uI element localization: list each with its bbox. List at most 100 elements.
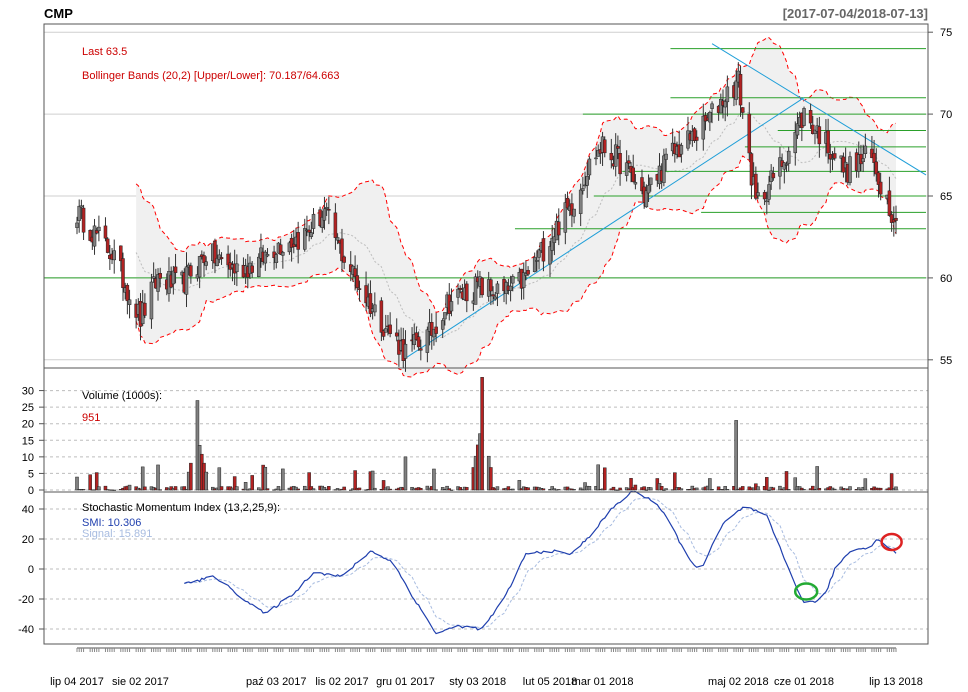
candle-body (603, 139, 607, 154)
volume-bar (811, 485, 815, 491)
price-panel: Last 63.5 Bollinger Bands (20,2) [Upper/… (43, 23, 952, 378)
volume-tick-label: 5 (28, 468, 34, 480)
volume-bar (465, 487, 469, 491)
candle-body (394, 332, 399, 337)
date-tick-label: lut 05 2018 (523, 676, 577, 688)
volume-bar (664, 488, 668, 491)
volume-bar (158, 489, 162, 491)
price-tick-label: 75 (940, 27, 952, 39)
candle-body (77, 205, 81, 221)
candle-body (158, 273, 162, 279)
signal-value-label: Signal: 15.891 (82, 528, 152, 540)
candle-body (692, 128, 697, 141)
volume-tick-label: 10 (22, 452, 34, 464)
trend-line (711, 43, 927, 176)
volume-bar (572, 489, 576, 491)
candle-body (633, 182, 638, 185)
volume-bar (294, 486, 298, 491)
candle-body (320, 217, 325, 228)
candle-body (802, 108, 806, 126)
volume-tick-label: 30 (22, 386, 34, 398)
candle-body (795, 123, 800, 136)
candle-body (307, 229, 311, 233)
volume-bar (495, 486, 500, 491)
volume-bar (449, 489, 454, 491)
candle-body (826, 130, 830, 154)
candle-body (342, 256, 346, 263)
volume-bar (832, 488, 837, 491)
candle-body (381, 330, 386, 337)
volume-bar (708, 478, 712, 491)
candle-body (640, 177, 644, 192)
volume-bar (156, 464, 160, 491)
smi-frame (43, 491, 929, 645)
candle-body (184, 266, 189, 295)
candle-body (88, 230, 92, 241)
volume-bar (189, 462, 193, 491)
candle-body (771, 172, 776, 179)
candle-body (257, 256, 261, 277)
bollinger-fill (136, 37, 897, 378)
price-tick-label: 60 (940, 273, 952, 285)
volume-bar (557, 489, 561, 491)
candle-body (532, 257, 537, 272)
volume-bar (552, 488, 557, 491)
volume-bars (75, 377, 898, 491)
volume-bar (694, 487, 699, 491)
date-tick-label: maj 02 2018 (708, 676, 769, 688)
volume-bar (517, 480, 522, 491)
volume-tick-label: 15 (22, 435, 34, 447)
candle-body (889, 214, 894, 223)
candle-body (585, 176, 589, 186)
candle-body (425, 329, 430, 353)
price-tick-label: 70 (940, 109, 952, 121)
candle-body (723, 100, 727, 108)
candle-body (662, 155, 666, 183)
volume-bar (784, 471, 789, 491)
date-tick-label: lip 04 2017 (50, 676, 104, 688)
smi-tick-label: 0 (28, 564, 34, 576)
candle-body (887, 190, 892, 216)
candle-body (609, 152, 614, 161)
candle-body (149, 281, 154, 320)
candle-body (762, 192, 767, 200)
candle-body (786, 150, 791, 164)
candle-body (419, 348, 423, 351)
candle-body (263, 251, 268, 264)
candle-body (535, 260, 539, 262)
candle-body (521, 272, 526, 288)
candle-body (618, 153, 622, 175)
candle-body (189, 265, 193, 277)
volume-bar (802, 489, 806, 491)
candle-body (355, 275, 360, 288)
candle-body (892, 219, 896, 223)
volume-bar (489, 467, 493, 491)
candle-body (808, 110, 813, 124)
volume-bar (863, 478, 868, 491)
volume-bar (322, 487, 327, 491)
volume-bar (265, 488, 270, 491)
candle-body (784, 164, 789, 166)
candle-body (127, 299, 132, 305)
volume-bar (388, 488, 392, 491)
date-tick-label: lip 13 2018 (869, 676, 923, 688)
volume-bar (596, 464, 600, 491)
price-tick-label: 55 (940, 355, 952, 367)
candle-body (631, 167, 635, 182)
candle-body (694, 136, 699, 141)
candle-body (309, 232, 314, 237)
date-tick-label: cze 01 2018 (774, 676, 834, 688)
volume-bar (458, 487, 462, 491)
volume-tick-label: 25 (22, 402, 34, 414)
candle-body (92, 225, 97, 247)
date-tick-label: gru 01 2017 (376, 676, 435, 688)
volume-bar (140, 466, 145, 491)
volume-bar (815, 466, 819, 491)
price-tick-label: 65 (940, 191, 952, 203)
candle-body (226, 253, 230, 266)
volume-bar (143, 486, 147, 491)
volume-bar (127, 484, 132, 491)
candle-body (103, 225, 108, 239)
candle-body (151, 276, 156, 279)
